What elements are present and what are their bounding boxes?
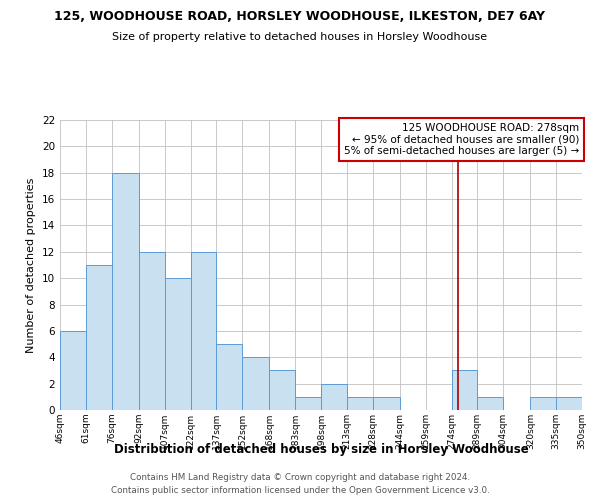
Bar: [165, 278, 191, 410]
Text: Size of property relative to detached houses in Horsley Woodhouse: Size of property relative to detached ho…: [112, 32, 488, 42]
Text: Contains HM Land Registry data © Crown copyright and database right 2024.: Contains HM Land Registry data © Crown c…: [130, 472, 470, 482]
Bar: [452, 370, 477, 410]
Bar: [530, 397, 556, 410]
Bar: [321, 384, 347, 410]
Bar: [139, 252, 165, 410]
Bar: [242, 358, 269, 410]
Text: Contains public sector information licensed under the Open Government Licence v3: Contains public sector information licen…: [110, 486, 490, 495]
Bar: [556, 397, 582, 410]
Y-axis label: Number of detached properties: Number of detached properties: [26, 178, 37, 352]
Bar: [191, 252, 216, 410]
Bar: [347, 397, 373, 410]
Bar: [60, 331, 86, 410]
Bar: [373, 397, 400, 410]
Text: 125 WOODHOUSE ROAD: 278sqm
← 95% of detached houses are smaller (90)
5% of semi-: 125 WOODHOUSE ROAD: 278sqm ← 95% of deta…: [344, 123, 579, 156]
Bar: [216, 344, 242, 410]
Bar: [477, 397, 503, 410]
Bar: [112, 172, 139, 410]
Bar: [269, 370, 295, 410]
Bar: [295, 397, 321, 410]
Bar: [86, 265, 112, 410]
Text: Distribution of detached houses by size in Horsley Woodhouse: Distribution of detached houses by size …: [113, 442, 529, 456]
Text: 125, WOODHOUSE ROAD, HORSLEY WOODHOUSE, ILKESTON, DE7 6AY: 125, WOODHOUSE ROAD, HORSLEY WOODHOUSE, …: [55, 10, 545, 23]
